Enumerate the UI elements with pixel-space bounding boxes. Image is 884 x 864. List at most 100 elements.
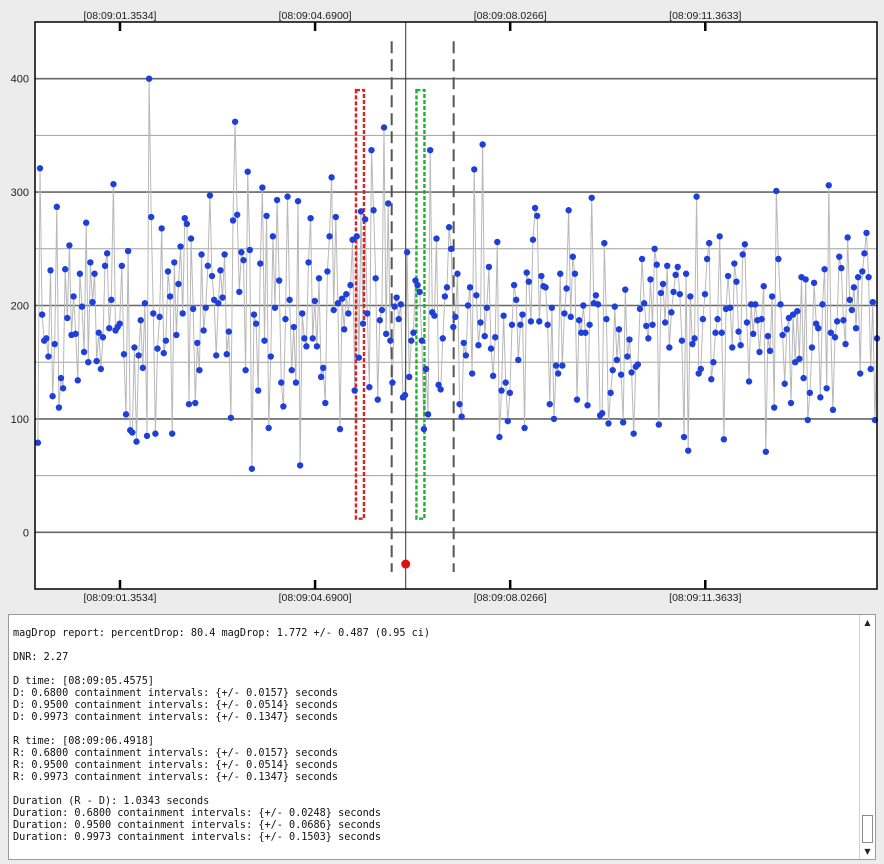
- data-point: [171, 259, 178, 266]
- data-point: [691, 335, 698, 342]
- data-point: [431, 312, 438, 319]
- data-point: [204, 262, 212, 270]
- data-point: [617, 371, 625, 378]
- data-point: [263, 212, 270, 220]
- scrollbar-thumb[interactable]: [862, 815, 873, 843]
- data-point: [735, 328, 742, 335]
- data-point: [317, 373, 325, 381]
- report-line: D: 0.9500 containment intervals: {+/- 0.…: [13, 700, 339, 711]
- data-point: [863, 229, 870, 237]
- data-point: [347, 281, 354, 289]
- data-point: [806, 389, 814, 397]
- data-point: [345, 310, 352, 317]
- data-point: [619, 419, 627, 426]
- data-point: [674, 263, 681, 271]
- data-point: [536, 318, 543, 325]
- data-point: [80, 348, 88, 356]
- data-point: [248, 465, 256, 472]
- data-point: [343, 290, 350, 298]
- scroll-up-icon[interactable]: ▲: [864, 618, 871, 627]
- data-point: [273, 196, 281, 204]
- y-tick-label: 0: [23, 527, 29, 539]
- data-point: [575, 317, 583, 324]
- data-point: [599, 410, 606, 417]
- x-tick-label-bottom: [08:09:04.6900]: [279, 592, 352, 604]
- data-point: [320, 364, 327, 372]
- data-point: [810, 279, 818, 287]
- data-point: [708, 376, 715, 383]
- data-point: [842, 340, 849, 348]
- x-tick-label-top: [08:09:04.6900]: [279, 10, 352, 22]
- data-point: [85, 359, 92, 366]
- data-point: [322, 399, 329, 407]
- data-point: [288, 366, 295, 374]
- data-point: [334, 300, 342, 307]
- data-point: [609, 366, 616, 374]
- data-point: [771, 404, 778, 411]
- data-point: [374, 396, 381, 403]
- data-point: [565, 207, 572, 214]
- data-point: [166, 293, 174, 300]
- data-point: [628, 369, 635, 376]
- data-point: [521, 424, 528, 432]
- data-point: [726, 304, 734, 311]
- data-point: [410, 329, 417, 336]
- data-point: [758, 315, 765, 323]
- data-point: [796, 355, 803, 362]
- data-point: [775, 255, 782, 263]
- data-point: [389, 379, 396, 386]
- data-point: [657, 289, 665, 297]
- data-point: [66, 242, 73, 249]
- data-point: [160, 349, 167, 357]
- x-tick-label-bottom: [08:09:11.3633]: [669, 592, 741, 604]
- data-point: [55, 404, 63, 411]
- report-blank-line: [13, 664, 855, 676]
- data-point: [53, 203, 61, 211]
- data-point: [592, 292, 600, 299]
- data-point: [766, 347, 774, 355]
- data-point: [198, 251, 205, 258]
- d-edge-marker: [354, 88, 366, 520]
- data-point: [340, 326, 348, 333]
- y-tick-label: 200: [11, 301, 29, 313]
- data-point: [710, 359, 717, 366]
- data-point: [865, 273, 872, 281]
- data-point: [301, 335, 308, 342]
- data-point: [594, 301, 602, 308]
- data-point: [296, 462, 304, 469]
- data-point: [254, 387, 262, 394]
- data-point: [59, 385, 67, 392]
- data-point: [246, 246, 253, 254]
- data-point: [548, 304, 556, 311]
- data-point: [370, 207, 377, 214]
- data-point: [217, 267, 224, 274]
- data-point: [395, 315, 402, 323]
- data-point: [309, 335, 316, 342]
- data-point: [844, 234, 851, 241]
- data-point: [542, 284, 549, 291]
- data-point: [687, 293, 694, 300]
- data-point: [867, 365, 874, 373]
- data-point: [89, 298, 96, 306]
- data-point: [668, 309, 675, 316]
- scroll-down-icon[interactable]: ▼: [864, 847, 871, 856]
- x-tick-label-bottom: [08:09:01.3534]: [83, 592, 156, 604]
- data-point: [437, 386, 444, 393]
- data-point: [527, 318, 535, 325]
- data-point: [418, 337, 426, 344]
- x-tick-label-top: [08:09:01.3534]: [83, 10, 156, 22]
- data-point: [64, 314, 71, 322]
- data-point: [640, 300, 648, 307]
- data-point: [471, 166, 478, 173]
- data-point: [462, 352, 470, 359]
- report-scrollbar[interactable]: ▲ ▼: [859, 615, 875, 859]
- data-point: [783, 326, 790, 333]
- light-curve-plot[interactable]: 0 100 200 300 400 [08:09:01.3534] [08:09:01.35…: [0, 0, 884, 608]
- magdrop-report-panel[interactable]: magDrop report: percentDrop: 80.4 magDro…: [8, 614, 876, 860]
- data-point: [634, 361, 642, 368]
- data-point: [380, 124, 388, 131]
- light-curve-plot-panel[interactable]: 0 100 200 300 400 [08:09:01.3534] [08:09:01.35…: [0, 0, 884, 608]
- data-point: [97, 365, 105, 373]
- data-point: [869, 298, 877, 306]
- data-point: [848, 306, 856, 314]
